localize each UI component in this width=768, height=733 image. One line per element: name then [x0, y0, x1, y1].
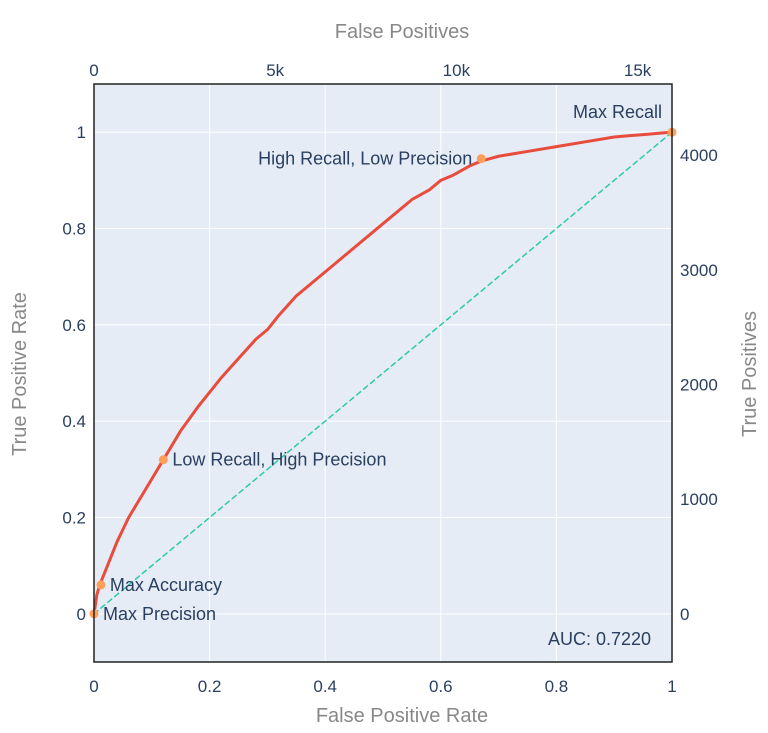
operating-point-label: Max Accuracy [110, 575, 222, 595]
x2-tick-label: 5k [266, 61, 284, 80]
operating-point-label: High Recall, Low Precision [258, 149, 472, 169]
gridlines [93, 84, 673, 662]
auc-label: AUC: 0.7220 [548, 629, 651, 649]
operating-point-marker [158, 455, 168, 465]
series-layer [92, 130, 674, 616]
marker-layer: Max Precision Max Accuracy Low Recall, Hig… [89, 102, 677, 624]
operating-point-marker [476, 154, 486, 164]
y2-tick-label: 1000 [680, 490, 718, 509]
y-tick-label: 0 [77, 605, 86, 624]
x-axis-title: False Positive Rate [316, 705, 488, 727]
x-tick-label: 0.2 [198, 677, 222, 696]
roc-curve-line [92, 130, 674, 616]
x-tick-label: 0 [89, 677, 98, 696]
operating-point-label: Low Recall, High Precision [172, 450, 386, 470]
y-tick-label: 1 [77, 123, 86, 142]
x2-tick-label: 15k [624, 61, 652, 80]
operating-point-marker [96, 580, 106, 590]
tick-labels: 0 0.2 0.4 0.6 0.8 1 0 0.2 0.4 0.6 0.8 1 0 5k 10k 15k 0 10… [62, 61, 717, 696]
y-tick-label: 0.4 [62, 412, 86, 431]
y-tick-label: 0.2 [62, 509, 86, 528]
random-baseline-line [93, 131, 673, 615]
operating-point-label: Max Precision [103, 604, 216, 624]
plot-frame [93, 83, 673, 663]
y-tick-label: 0.6 [62, 316, 86, 335]
x2-tick-label: 0 [89, 61, 98, 80]
y2-tick-label: 4000 [680, 146, 718, 165]
y2-tick-label: 2000 [680, 375, 718, 394]
plot-background [94, 84, 672, 662]
x2-axis-title: False Positives [335, 21, 470, 43]
x-tick-label: 1 [667, 677, 676, 696]
x-tick-label: 0.6 [429, 677, 453, 696]
x2-tick-label: 10k [443, 61, 471, 80]
y2-tick-label: 0 [680, 605, 689, 624]
x-tick-label: 0.8 [545, 677, 569, 696]
operating-point-label: Max Recall [573, 102, 662, 122]
y2-axis-title: True Positives [739, 311, 761, 437]
y2-tick-label: 3000 [680, 261, 718, 280]
y-tick-label: 0.8 [62, 220, 86, 239]
x-tick-label: 0.4 [313, 677, 337, 696]
y-axis-title: True Positive Rate [9, 292, 31, 456]
